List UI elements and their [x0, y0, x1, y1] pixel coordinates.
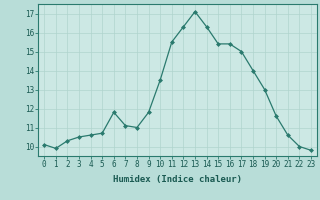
- X-axis label: Humidex (Indice chaleur): Humidex (Indice chaleur): [113, 175, 242, 184]
